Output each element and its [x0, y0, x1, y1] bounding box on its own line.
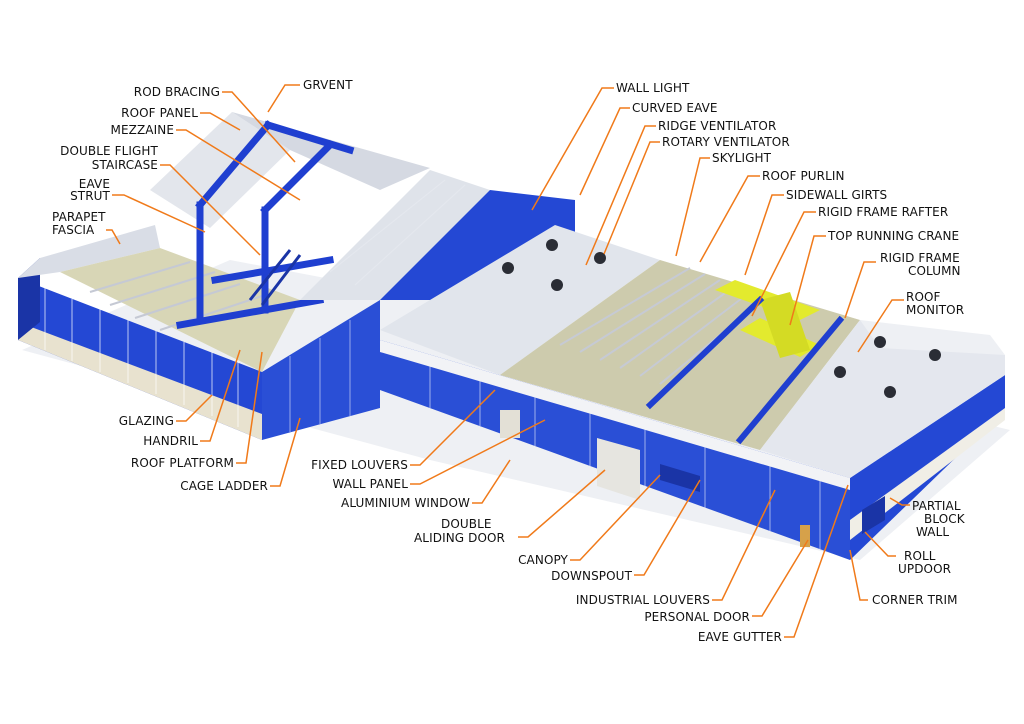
- leader-canopy: [570, 474, 661, 561]
- label-double: DOUBLE: [441, 517, 492, 531]
- leader-rod-bracing: [222, 91, 296, 163]
- label-partial: PARTIAL: [912, 499, 961, 513]
- right-block: [380, 225, 1005, 560]
- leader-top-running-crane: [789, 235, 826, 326]
- label-industrial-louvers: INDUSTRIAL LOUVERS: [575, 593, 710, 607]
- leader-glazing: [176, 394, 213, 422]
- label-double-flight: DOUBLE FLIGHT: [60, 144, 158, 158]
- leader-wall-light: [531, 87, 614, 211]
- label-wall: WALL: [916, 525, 950, 539]
- label-rod-bracing: ROD BRACING: [133, 85, 220, 99]
- label-sidewall-girts: SIDEWALL GIRTS: [786, 188, 888, 202]
- leader-handril: [200, 349, 241, 442]
- label-eave: EAVE: [78, 177, 110, 191]
- label-rotary-ventilator: ROTARY VENTILATOR: [662, 135, 790, 149]
- leader-skylight: [675, 157, 710, 257]
- leader-roll-updoor: [864, 531, 896, 557]
- leader-roof-panel: [200, 112, 241, 131]
- label-aluminium-window: ALUMINIUM WINDOW: [341, 496, 470, 510]
- label-monitor: MONITOR: [906, 303, 965, 317]
- label-eave-gutter: EAVE GUTTER: [697, 630, 782, 644]
- leader-rigid-frame-column: [844, 261, 876, 319]
- leader-cage-ladder: [270, 417, 301, 487]
- label-block: BLOCK: [924, 512, 965, 526]
- leader-mezzaine: [176, 129, 301, 201]
- main-roof-right: [760, 320, 1005, 478]
- leader-rotary-ventilator: [603, 141, 660, 255]
- parapet-fascia: [18, 225, 160, 278]
- label-canopy: CANOPY: [518, 553, 568, 567]
- label-downspout: DOWNSPOUT: [551, 569, 632, 583]
- rotary-ventilator-icon: [551, 279, 563, 291]
- leader-corner-trim: [849, 549, 868, 601]
- rotary-ventilator-icon: [874, 336, 886, 348]
- leader-parapet-fascia: [106, 229, 121, 245]
- label-grvent: GRVENT: [303, 78, 353, 92]
- leader-industrial-louvers: [712, 489, 776, 601]
- label-fascia: FASCIA: [52, 223, 95, 237]
- leader-lines: [106, 84, 910, 638]
- leader-fixed-louvers: [410, 389, 496, 466]
- label-wall-light: WALL LIGHT: [616, 81, 690, 95]
- label-rigid-frame: RIGID FRAME: [880, 251, 960, 265]
- leader-aluminium-window: [472, 459, 511, 504]
- leader-double-aliding-door: [518, 469, 606, 538]
- label-roof-purlin: ROOF PURLIN: [762, 169, 845, 183]
- label-wall-panel: WALL PANEL: [332, 477, 408, 491]
- leader-eave-strut: [112, 194, 206, 233]
- leader-downspout: [634, 479, 701, 576]
- label-rigid-frame-rafter: RIGID FRAME RAFTER: [818, 205, 949, 219]
- label-fixed-louvers: FIXED LOUVERS: [311, 458, 408, 472]
- label-updoor: UPDOOR: [898, 562, 952, 576]
- left-block: [18, 112, 575, 440]
- leader-grvent: [267, 84, 300, 113]
- leader-roof-platform: [236, 351, 263, 464]
- label-roof-panel: ROOF PANEL: [121, 106, 198, 120]
- label-top-running-crane: TOP RUNNING CRANE: [828, 229, 960, 243]
- label-mezzaine: MEZZAINE: [110, 123, 174, 137]
- aluminium-window: [500, 410, 520, 438]
- leader-curved-eave: [579, 107, 630, 196]
- label-roof: ROOF: [906, 290, 941, 304]
- label-handril: HANDRIL: [143, 434, 198, 448]
- leader-rigid-frame-rafter: [751, 211, 816, 317]
- label-parapet: PARAPET: [52, 210, 106, 224]
- rotary-ventilator-icon: [502, 262, 514, 274]
- rotary-ventilator-icon: [884, 386, 896, 398]
- leader-wall-panel: [410, 419, 546, 485]
- rotary-ventilator-icon: [834, 366, 846, 378]
- label-staircase: STAIRCASE: [91, 158, 158, 172]
- leader-personal-door: [752, 539, 809, 617]
- rotary-ventilator-icon: [546, 239, 558, 251]
- main-roof-left: [380, 225, 660, 375]
- leader-eave-gutter: [784, 484, 849, 638]
- label-aliding-door: ALIDING DOOR: [414, 531, 505, 545]
- leader-ridge-ventilator: [585, 125, 656, 266]
- leader-roof-monitor: [857, 299, 904, 353]
- leader-double-flight-staircase: [160, 164, 261, 256]
- label-strut: STRUT: [70, 189, 110, 203]
- label-glazing: GLAZING: [118, 414, 174, 428]
- leader-partial-block-wall: [889, 497, 910, 506]
- rotary-ventilator-icon: [594, 252, 606, 264]
- label-cage-ladder: CAGE LADDER: [180, 479, 268, 493]
- rotary-ventilator-icon: [929, 349, 941, 361]
- label-corner-trim: CORNER TRIM: [872, 593, 958, 607]
- label-roof-platform: ROOF PLATFORM: [130, 456, 234, 470]
- label-roll: ROLL: [904, 549, 936, 563]
- label-skylight: SKYLIGHT: [712, 151, 772, 165]
- leader-roof-purlin: [699, 175, 760, 263]
- label-curved-eave: CURVED EAVE: [632, 101, 718, 115]
- label-personal-door: PERSONAL DOOR: [644, 610, 750, 624]
- label-ridge-ventilator: RIDGE VENTILATOR: [658, 119, 777, 133]
- sliding-door: [597, 438, 640, 500]
- leader-sidewall-girts: [744, 194, 784, 276]
- label-column: COLUMN: [908, 264, 961, 278]
